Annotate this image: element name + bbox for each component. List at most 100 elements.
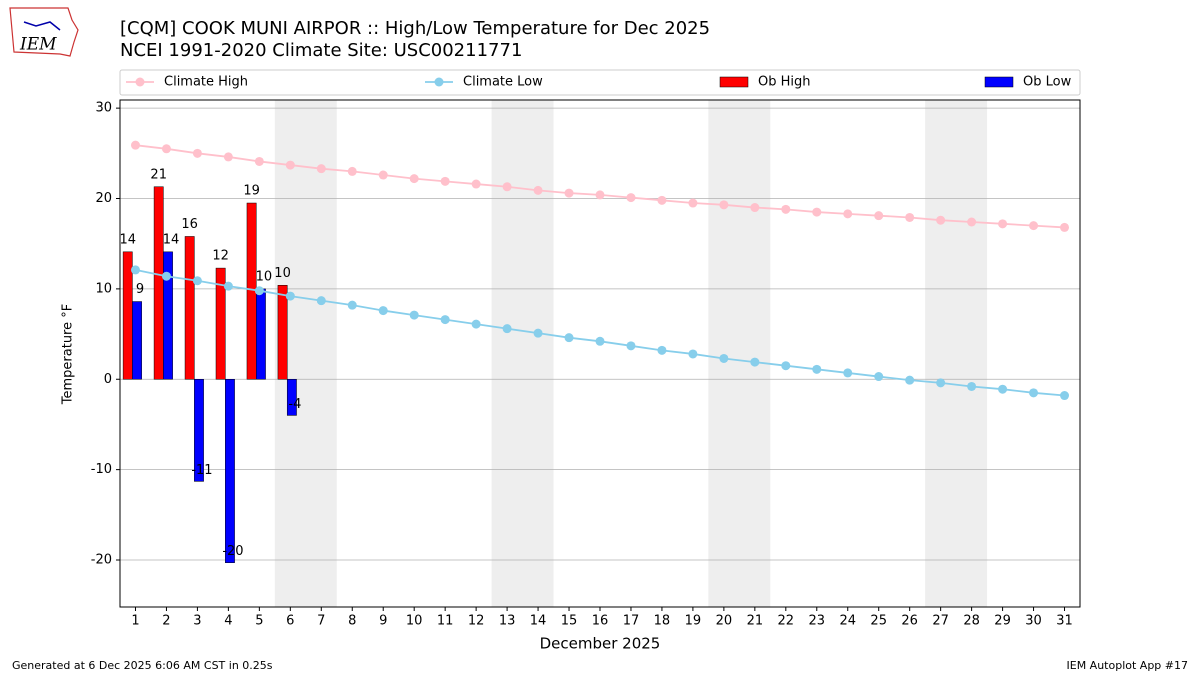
point xyxy=(223,152,233,162)
x-tick-label: 23 xyxy=(809,614,826,629)
point xyxy=(161,271,171,281)
bar xyxy=(246,202,257,380)
point xyxy=(285,291,295,301)
point xyxy=(967,217,977,227)
point xyxy=(719,353,729,363)
y-tick-label: -20 xyxy=(91,553,112,568)
y-tick-label: 0 xyxy=(104,372,112,387)
bar xyxy=(194,379,204,482)
x-tick-label: 1 xyxy=(131,614,139,629)
legend-label: Ob High xyxy=(758,75,811,90)
point xyxy=(440,315,450,325)
point xyxy=(471,319,481,329)
point xyxy=(750,203,760,213)
point xyxy=(905,375,915,385)
point xyxy=(533,328,543,338)
bar xyxy=(122,251,133,380)
y-axis-label: Temperature °F xyxy=(61,304,76,405)
x-axis-label: December 2025 xyxy=(540,635,661,653)
bar xyxy=(153,186,164,380)
y-tick-label: -10 xyxy=(91,462,112,477)
point xyxy=(998,384,1008,394)
point xyxy=(533,185,543,195)
point xyxy=(285,160,295,170)
data-label: 14 xyxy=(119,232,136,247)
x-tick-label: 6 xyxy=(286,614,294,629)
point xyxy=(223,281,233,291)
x-tick-label: 27 xyxy=(932,614,949,629)
x-tick-label: 12 xyxy=(468,614,485,629)
point xyxy=(130,140,140,150)
logo-text: IEM xyxy=(19,35,57,55)
point xyxy=(688,349,698,359)
point xyxy=(626,341,636,351)
footer-left: Generated at 6 Dec 2025 6:06 AM CST in 0… xyxy=(12,659,273,672)
point xyxy=(564,333,574,343)
point xyxy=(409,310,419,320)
y-tick-label: 30 xyxy=(95,101,112,116)
point xyxy=(192,276,202,286)
point xyxy=(626,193,636,203)
x-tick-label: 21 xyxy=(747,614,764,629)
point xyxy=(471,179,481,189)
legend-label: Climate Low xyxy=(463,75,543,90)
point xyxy=(440,176,450,186)
x-tick-label: 22 xyxy=(778,614,795,629)
bar xyxy=(184,236,195,380)
weekend-shade xyxy=(708,100,771,607)
point xyxy=(254,286,264,296)
chart-title: [CQM] COOK MUNI AIRPOR :: High/Low Tempe… xyxy=(120,18,710,39)
legend-marker xyxy=(434,77,444,87)
x-tick-label: 25 xyxy=(870,614,887,629)
point xyxy=(595,336,605,346)
data-label: -4 xyxy=(288,397,301,412)
x-tick-label: 26 xyxy=(901,614,918,629)
point xyxy=(378,306,388,316)
data-label: -11 xyxy=(191,463,212,478)
data-label: 10 xyxy=(256,269,273,284)
point xyxy=(347,166,357,176)
bar xyxy=(132,301,142,380)
point xyxy=(316,296,326,306)
bar xyxy=(163,251,173,380)
point xyxy=(378,170,388,180)
data-label: 14 xyxy=(163,232,180,247)
data-label: 10 xyxy=(274,266,291,281)
x-tick-label: 18 xyxy=(654,614,671,629)
data-label: 9 xyxy=(136,282,144,297)
x-tick-label: 5 xyxy=(255,614,263,629)
x-tick-label: 24 xyxy=(839,614,856,629)
bar xyxy=(256,288,266,380)
point xyxy=(502,182,512,192)
point xyxy=(936,215,946,225)
footer-right: IEM Autoplot App #17 xyxy=(1067,659,1189,672)
point xyxy=(595,190,605,200)
bar xyxy=(277,285,288,380)
point xyxy=(1060,391,1070,401)
point xyxy=(874,211,884,221)
point xyxy=(254,156,264,166)
x-tick-label: 30 xyxy=(1025,614,1042,629)
data-label: 16 xyxy=(181,217,198,232)
point xyxy=(905,212,915,222)
point xyxy=(812,364,822,374)
logo: IEM xyxy=(9,7,79,57)
x-tick-label: 17 xyxy=(623,614,640,629)
y-tick-label: 10 xyxy=(95,281,112,296)
point xyxy=(781,361,791,371)
weekend-shade xyxy=(925,100,988,607)
legend-label: Ob Low xyxy=(1023,75,1072,90)
x-tick-label: 2 xyxy=(162,614,170,629)
point xyxy=(719,200,729,210)
data-label: 21 xyxy=(150,167,167,182)
point xyxy=(1060,222,1070,232)
point xyxy=(316,164,326,174)
point xyxy=(657,195,667,205)
y-tick-label: 20 xyxy=(95,191,112,206)
x-tick-label: 3 xyxy=(193,614,201,629)
bar xyxy=(225,379,235,563)
point xyxy=(998,219,1008,229)
point xyxy=(409,174,419,184)
point xyxy=(161,144,171,154)
